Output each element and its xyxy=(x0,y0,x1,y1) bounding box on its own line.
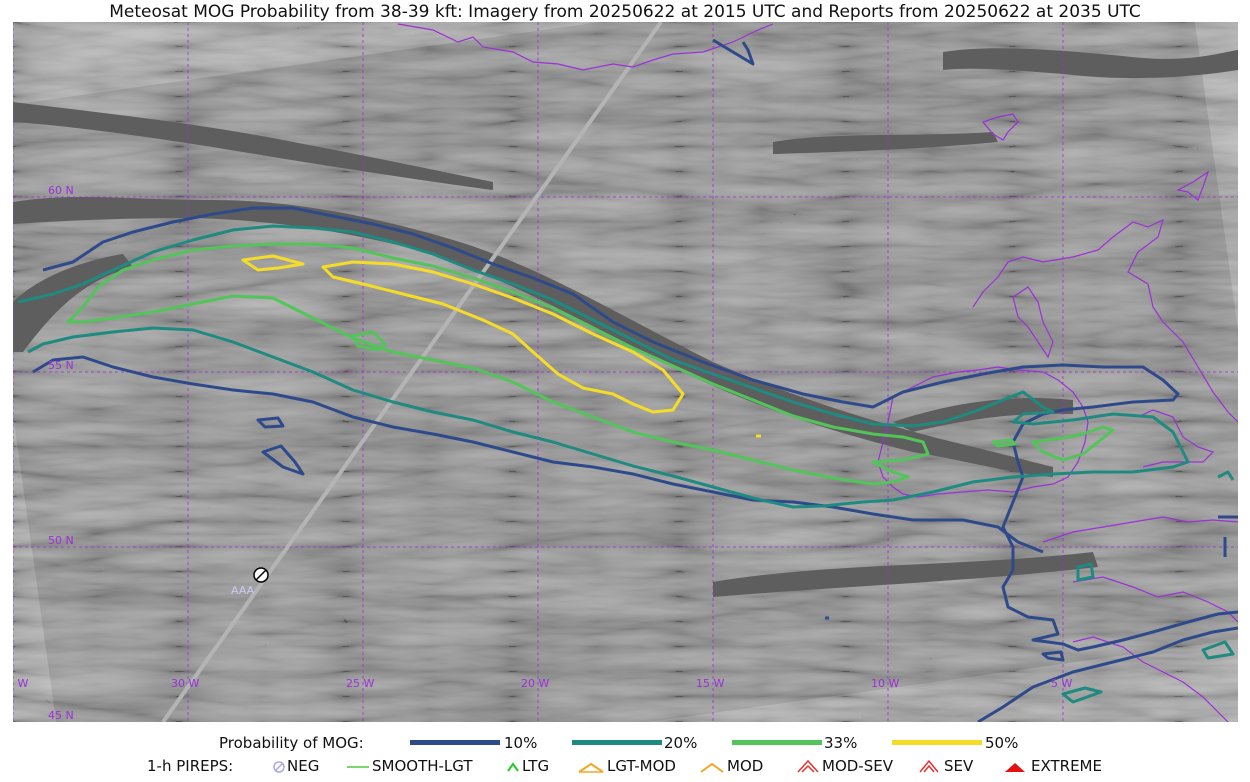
contour-50-main xyxy=(321,260,685,414)
neg-icon xyxy=(273,761,285,773)
lon-label-15w: 15 W xyxy=(696,677,724,690)
faroe-islands xyxy=(981,113,1019,141)
ltg-icon xyxy=(507,762,519,772)
iceland-coastline xyxy=(397,23,774,71)
contour-20-main xyxy=(17,224,1190,509)
pirep-neg-label: AAA xyxy=(231,584,255,597)
contour-33-east xyxy=(1031,425,1115,462)
probability-legend: Probability of MOG: 10% 20% 33% 50% xyxy=(0,732,1250,754)
contour-20-edge xyxy=(1217,470,1235,481)
graticule-labels: 60 N 55 N 50 N 45 N 35 W 30 W 25 W 20 W … xyxy=(0,184,1072,722)
lon-label-20w: 20 W xyxy=(521,677,549,690)
contour-10-small-b xyxy=(261,444,305,476)
pirep-label-sev: SEV xyxy=(944,757,974,775)
contour-10-south-a xyxy=(1041,650,1065,662)
satellite-track-line xyxy=(161,20,663,724)
legend-label-50: 50% xyxy=(985,734,1019,752)
france-coastline xyxy=(1072,636,1229,723)
sev-icon xyxy=(919,759,939,773)
legend-label-20: 20% xyxy=(664,734,698,752)
pirep-legend: 1-h PIREPS: NEG SMOOTH-LGT LTG LGT-MOD M… xyxy=(0,755,1250,777)
legend-swatch-50 xyxy=(892,740,982,745)
coastlines xyxy=(397,23,1239,723)
contour-20-south-a xyxy=(1076,562,1095,582)
lon-label-25w: 25 W xyxy=(346,677,374,690)
lat-label-55n: 55 N xyxy=(48,359,74,372)
smooth-lgt-icon xyxy=(347,766,369,768)
brittany-coastline xyxy=(1072,576,1239,623)
contour-33-small-b xyxy=(991,438,1017,448)
contour-10-small-a xyxy=(256,416,285,429)
map-title: Meteosat MOG Probability from 38-39 kft:… xyxy=(109,2,1141,22)
norway-coast xyxy=(1176,170,1210,201)
contour-50-small xyxy=(241,254,305,272)
contour-10-main xyxy=(32,206,1239,652)
pirep-neg-marker[interactable]: AAA xyxy=(231,567,269,597)
contour-10-south-b xyxy=(977,626,1239,724)
lat-label-45n: 45 N xyxy=(48,709,74,722)
lon-label-30w: 30 W xyxy=(171,677,199,690)
legend-label-10: 10% xyxy=(504,734,538,752)
probability-legend-title: Probability of MOG: xyxy=(219,734,364,752)
pirep-label-neg: NEG xyxy=(287,757,320,775)
lat-label-50n: 50 N xyxy=(48,534,74,547)
mod-sev-icon xyxy=(797,759,819,773)
contour-10-north-island xyxy=(712,38,755,66)
pirep-label-mod: MOD xyxy=(727,757,764,775)
pirep-label-mod-sev: MOD-SEV xyxy=(822,757,893,775)
pirep-label-extreme: EXTREME xyxy=(1031,757,1102,775)
hebrides-coastline xyxy=(1012,286,1054,359)
probability-contours xyxy=(17,38,1239,724)
scotland-coastline xyxy=(972,218,1239,423)
legend-swatch-33 xyxy=(732,740,822,745)
contour-20-south-b xyxy=(1061,686,1103,704)
lon-label-35w: 35 W xyxy=(13,677,28,690)
mod-icon xyxy=(700,762,724,773)
contour-20-south-c xyxy=(1201,640,1235,660)
pirep-label-smooth-lgt: SMOOTH-LGT xyxy=(372,757,473,775)
contour-33-small-a xyxy=(351,330,387,352)
wales-coastline xyxy=(1137,409,1215,468)
england-south-coastline xyxy=(1042,516,1239,543)
pirep-label-ltg: LTG xyxy=(522,757,550,775)
extreme-icon xyxy=(1005,763,1025,772)
lgt-mod-icon xyxy=(578,762,604,773)
pirep-legend-title: 1-h PIREPS: xyxy=(147,757,234,775)
lon-label-5w: 5 W xyxy=(1051,677,1072,690)
lat-label-60n: 60 N xyxy=(48,184,74,197)
legend-swatch-20 xyxy=(572,740,662,745)
pirep-label-lgt-mod: LGT-MOD xyxy=(607,757,676,775)
legend-swatch-10 xyxy=(410,740,500,745)
legend-label-33: 33% xyxy=(824,734,858,752)
lon-label-10w: 10 W xyxy=(871,677,899,690)
